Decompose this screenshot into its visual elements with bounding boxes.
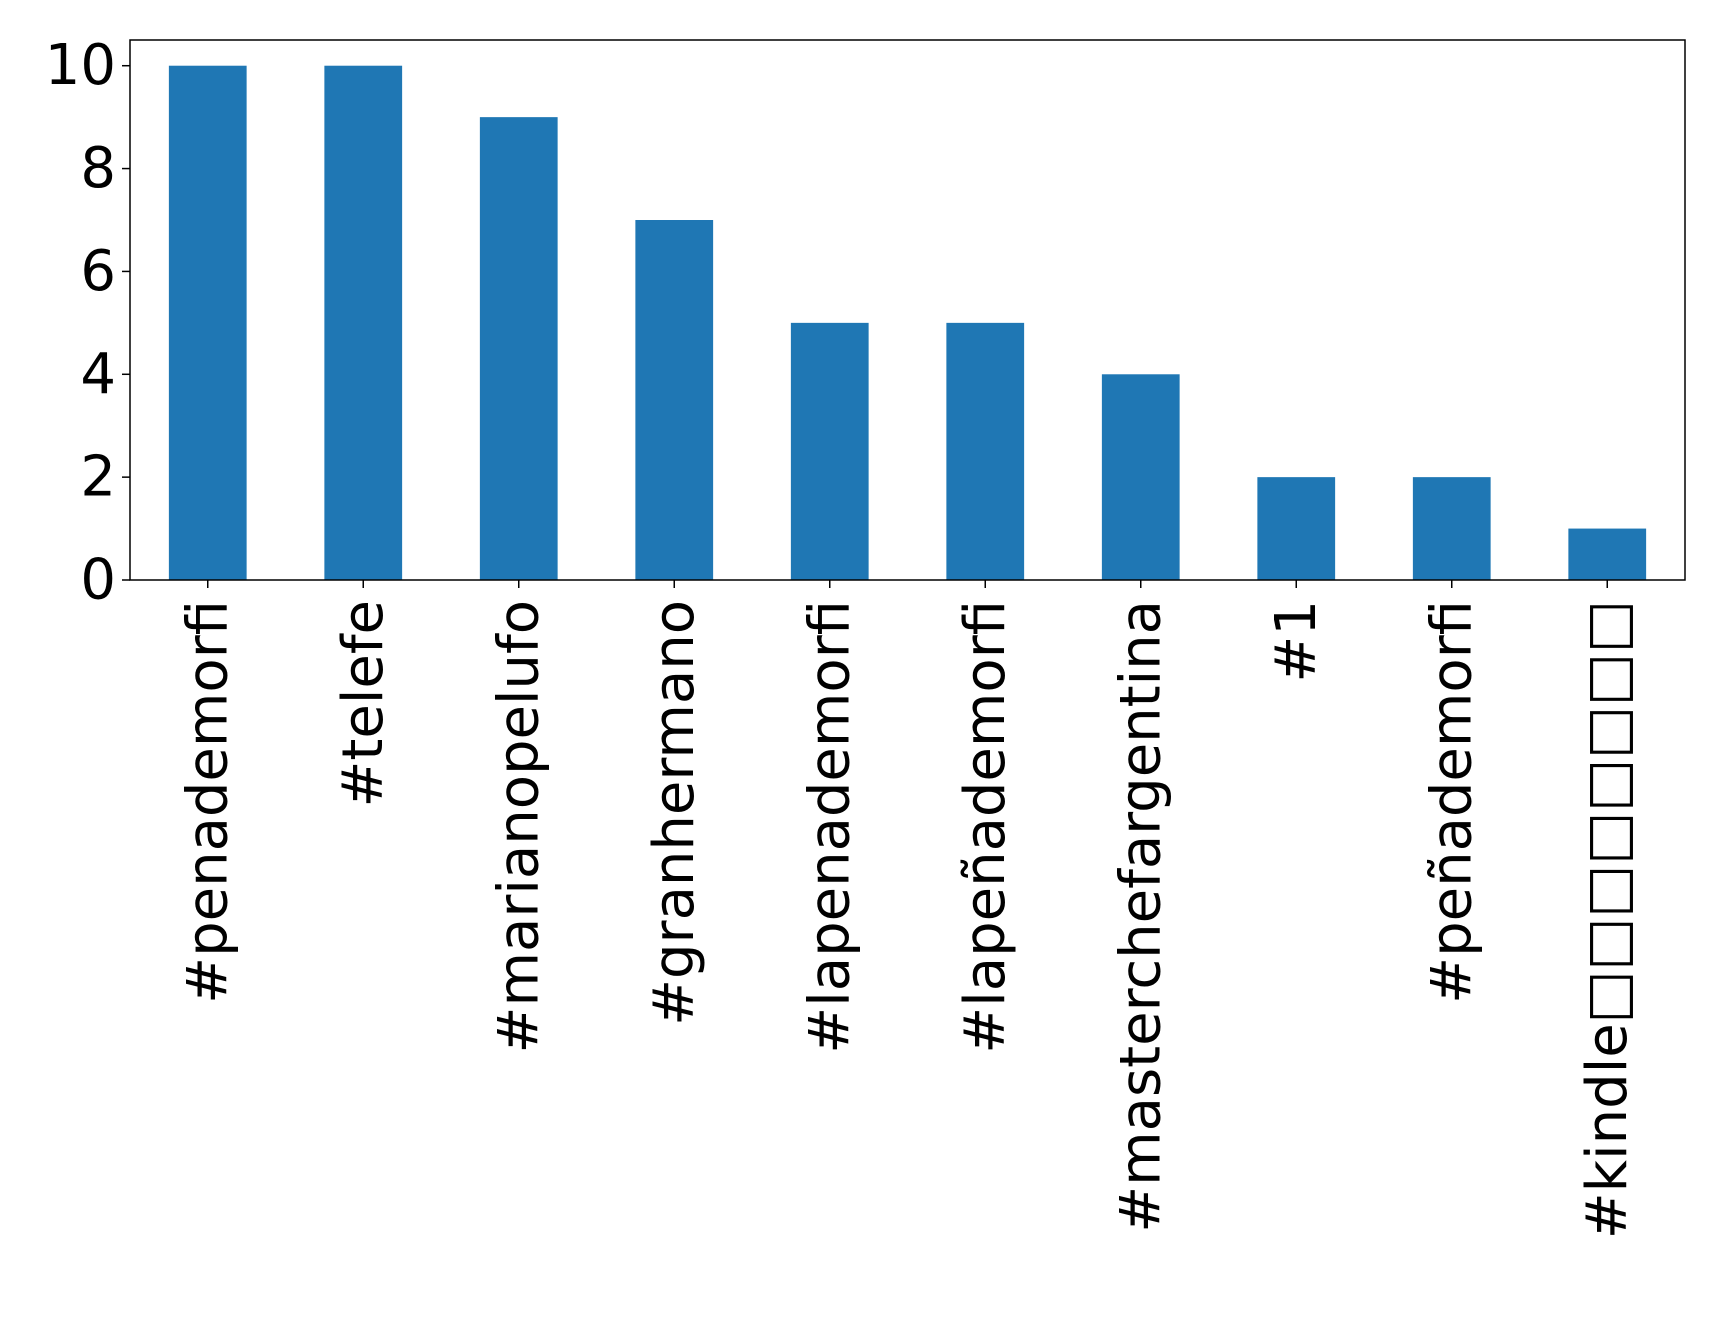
y-tick-label: 8: [80, 136, 116, 201]
x-tick-label: #telefe: [331, 600, 396, 808]
y-tick-label: 6: [80, 239, 116, 304]
bar: [790, 322, 869, 580]
y-tick-label: 0: [80, 548, 116, 613]
bar: [168, 65, 247, 580]
y-tick-label: 2: [80, 445, 116, 510]
x-tick-label: #masterchefargentina: [1108, 600, 1173, 1233]
bar: [946, 322, 1025, 580]
x-tick-label: #kindle□□□□□□□□: [1575, 600, 1640, 1239]
bar: [1257, 477, 1336, 580]
x-tick-label: #granhermano: [642, 600, 707, 1026]
x-tick-label: #lapenademorfi: [797, 600, 862, 1054]
x-tick-label: #marianopelufo: [486, 600, 551, 1053]
x-tick-label: #1: [1264, 600, 1329, 683]
bars-group: [168, 65, 1647, 581]
bar: [635, 220, 714, 580]
y-axis: 0 2 4 6 8 10: [45, 33, 130, 613]
bar: [1412, 477, 1491, 580]
x-tick-label: #penademorfi: [175, 600, 240, 1004]
bar: [1568, 528, 1647, 580]
bar: [324, 65, 403, 580]
bar: [1101, 374, 1180, 580]
y-tick-label: 4: [80, 342, 116, 407]
x-tick-label: #peñademorfi: [1419, 600, 1484, 1004]
bar: [479, 117, 558, 581]
plot-frame: [129, 39, 1686, 581]
x-axis: #penademorfi #telefe #marianopelufo #granhe…: [175, 580, 1640, 1239]
y-tick-label: 10: [45, 33, 116, 98]
x-tick-label: #lapeñademorfi: [953, 600, 1018, 1054]
